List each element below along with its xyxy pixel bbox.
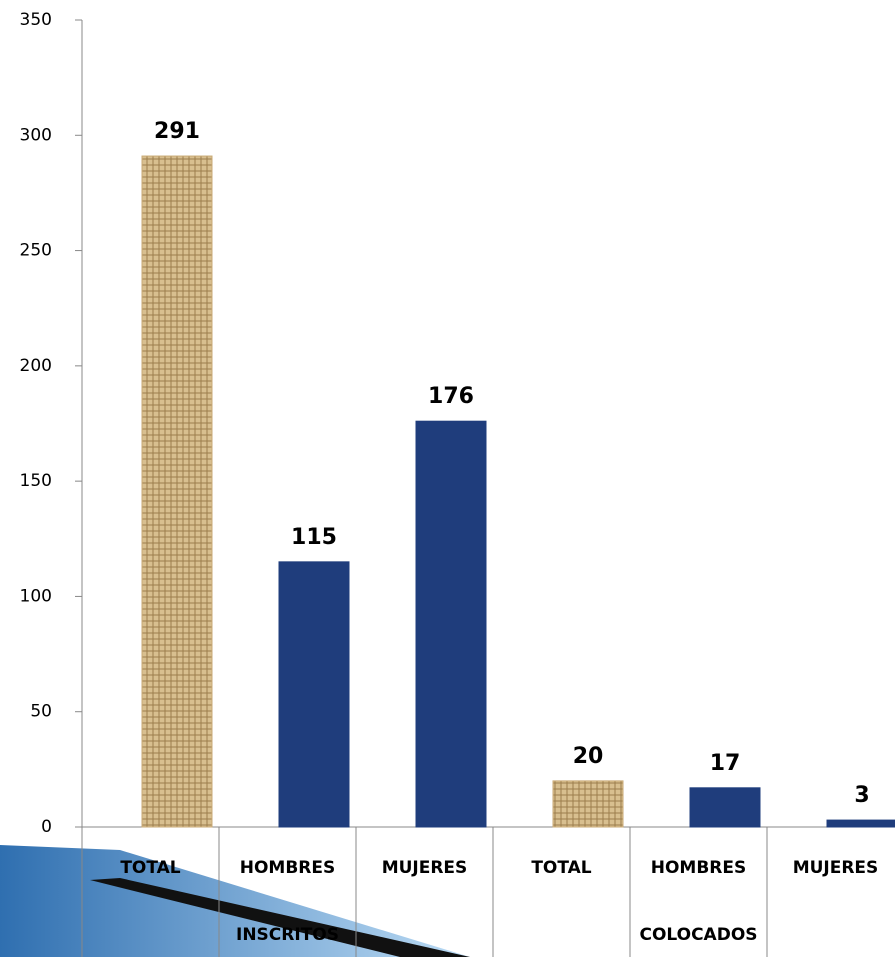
y-tick-label: 250 bbox=[20, 241, 52, 261]
decoration bbox=[0, 845, 470, 957]
y-tick-label: 50 bbox=[30, 702, 52, 722]
group-label: INSCRITOS bbox=[236, 925, 339, 945]
y-tick-label: 0 bbox=[41, 817, 52, 837]
y-tick-label: 150 bbox=[20, 471, 52, 491]
y-tick-label: 100 bbox=[20, 586, 52, 606]
bar bbox=[552, 780, 624, 828]
value-label: 176 bbox=[428, 384, 474, 409]
bar bbox=[826, 819, 895, 828]
bar bbox=[415, 420, 487, 828]
x-tick-label: MUJERES bbox=[382, 858, 468, 878]
x-tick-label: HOMBRES bbox=[240, 858, 336, 878]
x-tick-label: TOTAL bbox=[120, 858, 180, 878]
y-tick-label: 350 bbox=[20, 10, 52, 30]
group-label: COLOCADOS bbox=[639, 925, 757, 945]
value-label: 115 bbox=[291, 525, 337, 550]
value-label: 17 bbox=[710, 751, 741, 776]
value-label: 20 bbox=[573, 744, 604, 769]
x-tick-label: MUJERES bbox=[793, 858, 879, 878]
bar bbox=[689, 787, 761, 828]
decoration bbox=[90, 878, 470, 957]
bar bbox=[141, 155, 213, 828]
bar bbox=[278, 561, 350, 828]
x-tick-label: TOTAL bbox=[531, 858, 591, 878]
y-tick-label: 300 bbox=[20, 125, 52, 145]
y-tick-label: 200 bbox=[20, 356, 52, 376]
value-label: 291 bbox=[154, 119, 200, 144]
value-label: 3 bbox=[854, 783, 869, 808]
x-tick-label: HOMBRES bbox=[651, 858, 747, 878]
